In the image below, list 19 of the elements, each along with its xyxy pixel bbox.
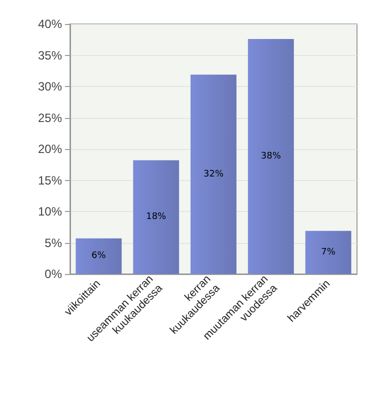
data-label: 6% bbox=[92, 251, 106, 262]
data-label: 7% bbox=[321, 247, 336, 258]
bar bbox=[305, 230, 352, 274]
y-tick-label: 10% bbox=[38, 204, 62, 218]
data-label: 18% bbox=[146, 212, 167, 222]
y-tick-label: 20% bbox=[38, 142, 62, 156]
data-label: 32% bbox=[203, 169, 224, 180]
y-tick-label: 25% bbox=[38, 110, 62, 125]
y-tick-label: 30% bbox=[38, 80, 62, 94]
y-tick-label: 0% bbox=[44, 267, 62, 281]
y-tick-label: 35% bbox=[38, 48, 62, 62]
y-tick-label: 15% bbox=[38, 173, 62, 188]
bar bbox=[248, 39, 294, 274]
bar bbox=[133, 160, 180, 274]
y-tick-label: 5% bbox=[44, 236, 62, 250]
bar bbox=[76, 238, 122, 274]
data-label: 38% bbox=[260, 152, 282, 162]
bar bbox=[190, 74, 236, 274]
y-tick-label: 40% bbox=[38, 17, 62, 31]
